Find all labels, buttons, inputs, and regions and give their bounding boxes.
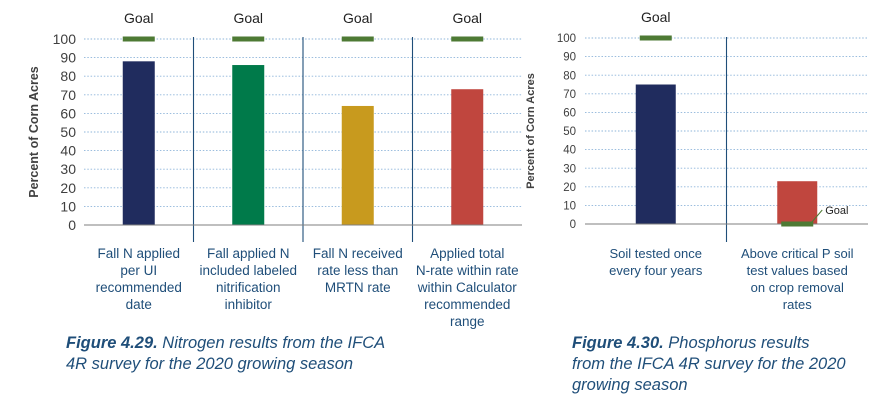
x-category-label-line: inhibitor xyxy=(225,297,273,312)
x-category-label-line: Soil tested once xyxy=(609,246,702,261)
caption-figure-number: Figure 4.29. xyxy=(66,334,158,352)
bar xyxy=(232,65,265,225)
y-tick-label: 10 xyxy=(60,198,76,214)
y-tick-label: 90 xyxy=(563,52,576,64)
phosphorus-chart: 0 10 20 30 40 50 60 70 80 90 100 Goal Goal Soil teste… xyxy=(525,9,868,312)
x-category-label-line: Fall N applied xyxy=(97,246,180,261)
x-category-label-line: recommended xyxy=(96,280,182,295)
y-axis-title: Percent of Corn Acres xyxy=(525,73,537,189)
caption-text-line: Nitrogen results from the IFCA xyxy=(162,334,386,352)
caption-text-line: growing season xyxy=(572,376,688,394)
x-category-label-line: every four years xyxy=(609,263,703,278)
y-tick-label: 60 xyxy=(60,105,76,121)
phosphorus-figure-caption: Figure 4.30. Phosphorus results from the… xyxy=(572,333,846,396)
goal-label: Goal xyxy=(825,205,848,217)
y-tick-label: 20 xyxy=(563,182,576,194)
y-tick-label: 0 xyxy=(570,219,576,231)
y-tick-label: 50 xyxy=(563,126,576,138)
x-category-label: Above critical P soil test values based on… xyxy=(741,246,854,312)
y-tick-label: 30 xyxy=(563,163,576,175)
x-category-label-line: nitrification xyxy=(216,280,281,295)
y-tick-label: 40 xyxy=(563,145,576,157)
goal-label: Goal xyxy=(641,9,671,25)
y-tick-label: 90 xyxy=(60,50,76,66)
x-category-label-line: recommended xyxy=(424,297,510,312)
goal-marker xyxy=(341,36,374,42)
goal-leader-line xyxy=(809,209,823,225)
y-axis-title: Percent of Corn Acres xyxy=(27,66,41,198)
y-tick-label: 20 xyxy=(60,180,76,196)
y-tick-label: 0 xyxy=(68,217,76,233)
bar xyxy=(777,181,818,224)
caption-text-line: from the IFCA 4R survey for the 2020 xyxy=(572,355,846,373)
x-category-label-line: on crop removal xyxy=(751,280,844,295)
x-category-label-line: Fall applied N xyxy=(207,246,290,261)
y-tick-label: 50 xyxy=(60,124,76,140)
goal-marker xyxy=(232,36,265,42)
goal-marker xyxy=(781,221,814,227)
x-category-label-line: Above critical P soil xyxy=(741,246,854,261)
x-category-label-line: Applied total xyxy=(430,246,504,261)
x-category-label-line: N-rate within rate xyxy=(416,263,519,278)
goal-label: Goal xyxy=(233,10,263,26)
goal-marker xyxy=(122,36,155,42)
caption-text-line: 4R survey for the 2020 growing season xyxy=(66,355,354,373)
bar xyxy=(341,105,374,225)
x-category-label-line: Fall N received xyxy=(313,246,403,261)
x-category-label-line: rates xyxy=(783,297,812,312)
x-category-label-line: within Calculator xyxy=(417,280,518,295)
x-category-label-line: included labeled xyxy=(199,263,297,278)
x-category-label-line: test values based xyxy=(747,263,848,278)
bar xyxy=(451,89,484,225)
y-tick-label: 60 xyxy=(563,108,576,120)
goal-marker xyxy=(451,36,484,42)
bar xyxy=(122,61,155,225)
x-category-label: Soil tested once every four years xyxy=(609,246,703,278)
nitrogen-chart: 0 10 20 30 40 50 60 70 80 90 100 Goal Goal Goal Goal Fa… xyxy=(27,10,522,329)
goal-label: Goal xyxy=(343,10,373,26)
y-tick-label: 40 xyxy=(60,143,76,159)
x-category-label: Fall applied N included labeled nitrificat… xyxy=(199,246,297,312)
goal-marker xyxy=(639,35,672,41)
caption-text-line: Phosphorus results xyxy=(668,334,810,352)
x-category-label: Applied total N-rate within rate within Ca… xyxy=(416,246,519,329)
bar xyxy=(635,84,676,224)
x-category-label-line: rate less than xyxy=(317,263,398,278)
y-tick-label: 70 xyxy=(563,89,576,101)
y-tick-label: 100 xyxy=(557,33,576,45)
y-tick-label: 10 xyxy=(563,201,576,213)
nitrogen-figure-caption: Figure 4.29. Nitrogen results from the I… xyxy=(66,333,385,375)
x-category-label-line: MRTN rate xyxy=(325,280,391,295)
y-tick-label: 30 xyxy=(60,161,76,177)
goal-label: Goal xyxy=(124,10,154,26)
goal-label: Goal xyxy=(452,10,482,26)
caption-figure-number: Figure 4.30. xyxy=(572,334,664,352)
x-category-label: Fall N applied per UI recommended date xyxy=(96,246,182,312)
x-category-label-line: range xyxy=(450,314,485,329)
y-tick-label: 80 xyxy=(60,68,76,84)
y-tick-label: 100 xyxy=(53,31,77,47)
x-category-label: Fall N received rate less than MRTN rate xyxy=(313,246,403,295)
x-category-label-line: date xyxy=(126,297,152,312)
y-tick-label: 80 xyxy=(563,70,576,82)
y-tick-label: 70 xyxy=(60,87,76,103)
x-category-label-line: per UI xyxy=(120,263,157,278)
